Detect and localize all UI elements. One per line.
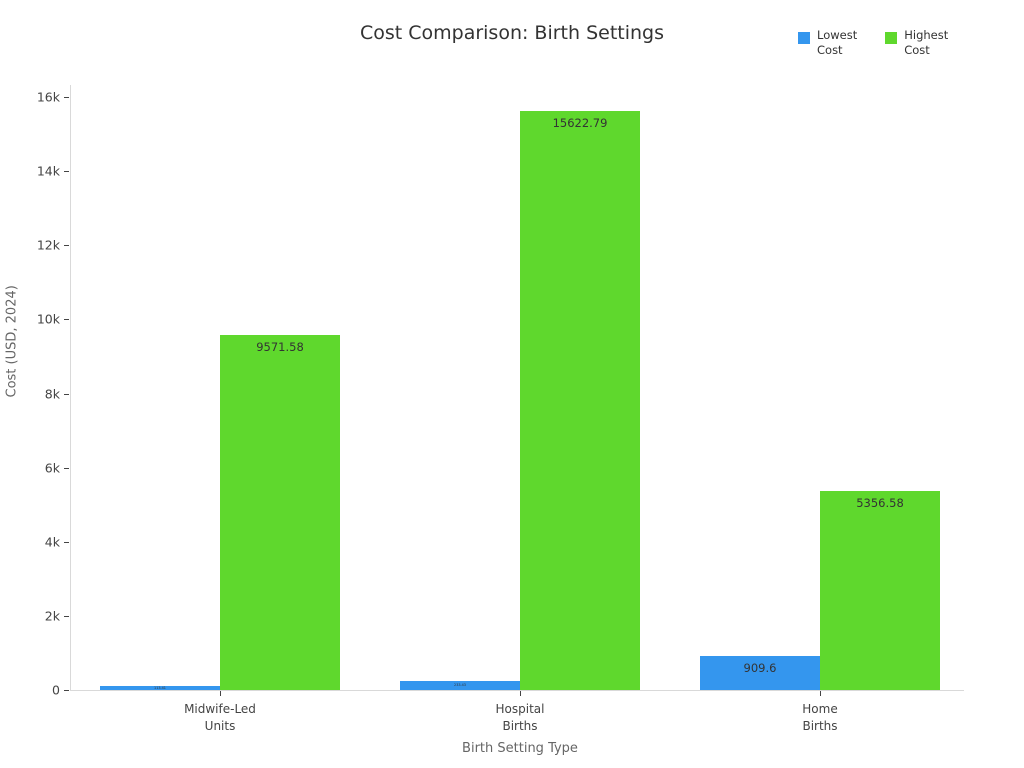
legend-item-highest-cost[interactable]: Highest Cost	[885, 28, 948, 58]
legend-label-lowest: Lowest Cost	[817, 28, 858, 57]
bar-value-label: 9571.58	[256, 340, 304, 355]
y-tick-mark	[64, 690, 69, 691]
x-tick-mark	[820, 691, 821, 696]
y-tick-mark	[64, 541, 69, 543]
y-axis-title-wrap: Cost (USD, 2024)	[4, 285, 20, 480]
bar-lowest-cost-hospital-births[interactable]: 233.43	[400, 681, 520, 690]
y-tick-label: 2k	[44, 608, 60, 624]
bar-value-label: 15622.79	[552, 115, 608, 130]
bar-value-label: 233.43	[454, 683, 466, 688]
y-tick-mark	[64, 467, 69, 469]
y-axis-line	[70, 85, 71, 690]
y-tick-mark	[64, 245, 69, 247]
legend: Lowest Cost Highest Cost	[798, 28, 948, 58]
y-tick-label: 16k	[36, 89, 60, 105]
bar-highest-cost-home-births[interactable]: 5356.58	[820, 491, 940, 690]
y-tick-mark	[64, 171, 69, 173]
x-tick-mark	[520, 691, 521, 696]
y-axis-title: Cost (USD, 2024)	[4, 285, 20, 398]
x-tick-label-midwife-led-units: Midwife-Led Units	[184, 702, 256, 734]
y-tick-mark	[64, 393, 69, 395]
x-axis-line	[70, 690, 964, 691]
x-tick-label-hospital-births: Hospital Births	[495, 702, 545, 734]
y-tick-label: 6k	[44, 460, 60, 476]
y-tick-label: 8k	[44, 386, 60, 401]
x-axis-title: Birth Setting Type	[462, 741, 578, 756]
y-tick-mark	[64, 615, 69, 617]
y-tick-label: 14k	[36, 163, 60, 179]
bar-value-label: 909.6	[743, 661, 777, 676]
x-tick-label-home-births: Home Births	[802, 702, 838, 734]
chart-title: Cost Comparison: Birth Settings	[359, 22, 665, 44]
plot-area: 0 2k 4k 6k 8k 10k 12k 14k 16k Midwife-Led Units 11…	[37, 85, 970, 733]
bar-lowest-cost-midwife-led-units[interactable]: 113.41	[100, 685, 220, 690]
bar-highest-cost-hospital-births[interactable]: 15622.79	[520, 110, 640, 690]
x-tick-mark	[220, 691, 221, 696]
y-tick-label: 4k	[44, 534, 60, 550]
y-tick-label: 12k	[36, 237, 60, 253]
y-tick-mark	[64, 97, 69, 98]
y-tick-label: 10k	[36, 311, 60, 327]
legend-swatch-lowest	[798, 32, 810, 44]
bar-value-label: 113.41	[154, 686, 166, 690]
y-tick-label: 0	[52, 682, 60, 698]
y-tick-mark	[64, 319, 69, 321]
bar-lowest-cost-home-births[interactable]: 909.6	[700, 656, 820, 690]
legend-label-highest: Highest Cost	[904, 28, 949, 57]
legend-item-lowest-cost[interactable]: Lowest Cost	[798, 28, 857, 58]
bar-highest-cost-midwife-led-units[interactable]: 9571.58	[220, 335, 340, 690]
bar-value-label: 5356.58	[856, 496, 904, 511]
legend-swatch-highest	[885, 32, 898, 44]
